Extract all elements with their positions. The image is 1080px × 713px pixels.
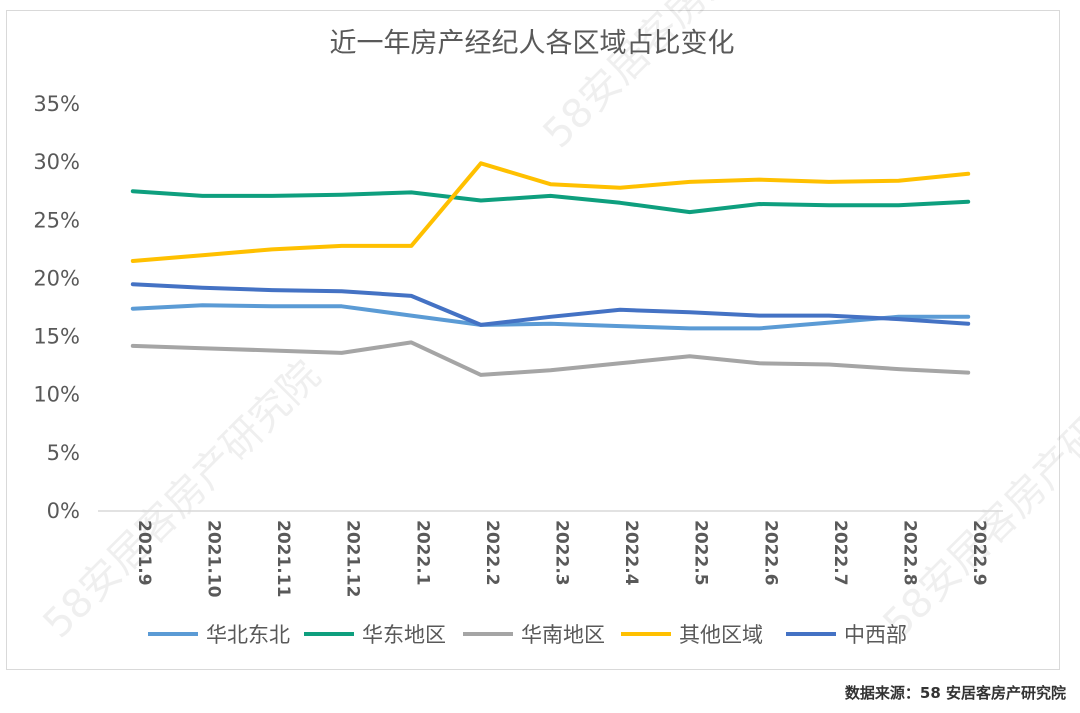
watermark-text: 58安居客房产研究院	[535, 0, 830, 157]
legend: 华北东北 华东地区 华南地区 其他区域 中西部	[148, 623, 907, 647]
x-tick-label: 2021.12	[343, 520, 363, 597]
x-axis-labels: 2021.9 2021.10 2021.11 2021.12 2022.1 2022.2 2…	[134, 520, 989, 598]
legend-label: 中西部	[844, 623, 907, 647]
y-tick-label: 30%	[33, 150, 80, 174]
x-tick-label: 2022.9	[969, 520, 989, 586]
y-tick-label: 20%	[33, 266, 80, 290]
series-line	[130, 189, 971, 215]
y-tick-label: 10%	[33, 383, 80, 407]
y-tick-label: 25%	[33, 208, 80, 232]
legend-label: 华北东北	[206, 623, 290, 647]
y-tick-label: 35%	[33, 92, 80, 116]
series-line	[130, 303, 971, 331]
series-line	[130, 340, 971, 377]
y-axis-labels: 0% 5% 10% 15% 20% 25% 30% 35%	[33, 92, 80, 523]
x-tick-label: 2022.1	[412, 520, 432, 586]
x-tick-label: 2022.3	[552, 520, 572, 586]
y-tick-label: 5%	[47, 441, 80, 465]
y-tick-label: 15%	[33, 325, 80, 349]
y-tick-label: 0%	[47, 499, 80, 523]
series-lines	[130, 161, 971, 377]
x-tick-label: 2022.8	[900, 520, 920, 586]
x-tick-label: 2022.7	[830, 520, 850, 586]
legend-label: 华东地区	[362, 623, 446, 647]
x-tick-label: 2022.5	[691, 520, 711, 586]
legend-label: 华南地区	[521, 623, 605, 647]
series-line	[130, 282, 971, 327]
x-tick-label: 2021.9	[134, 520, 154, 586]
watermark-text: 58安居客房产研究院	[875, 352, 1080, 647]
x-tick-label: 2022.2	[482, 520, 502, 586]
x-tick-label: 2022.6	[760, 520, 780, 586]
series-line	[130, 161, 971, 263]
x-tick-label: 2021.10	[203, 520, 223, 598]
x-tick-label: 2022.4	[621, 520, 641, 586]
source-note: 数据来源：58 安居客房产研究院	[844, 684, 1066, 702]
legend-label: 其他区域	[679, 623, 763, 647]
chart-title: 近一年房产经纪人各区域占比变化	[330, 28, 735, 59]
chart-frame	[6, 10, 1060, 670]
x-tick-label: 2021.11	[273, 520, 293, 597]
